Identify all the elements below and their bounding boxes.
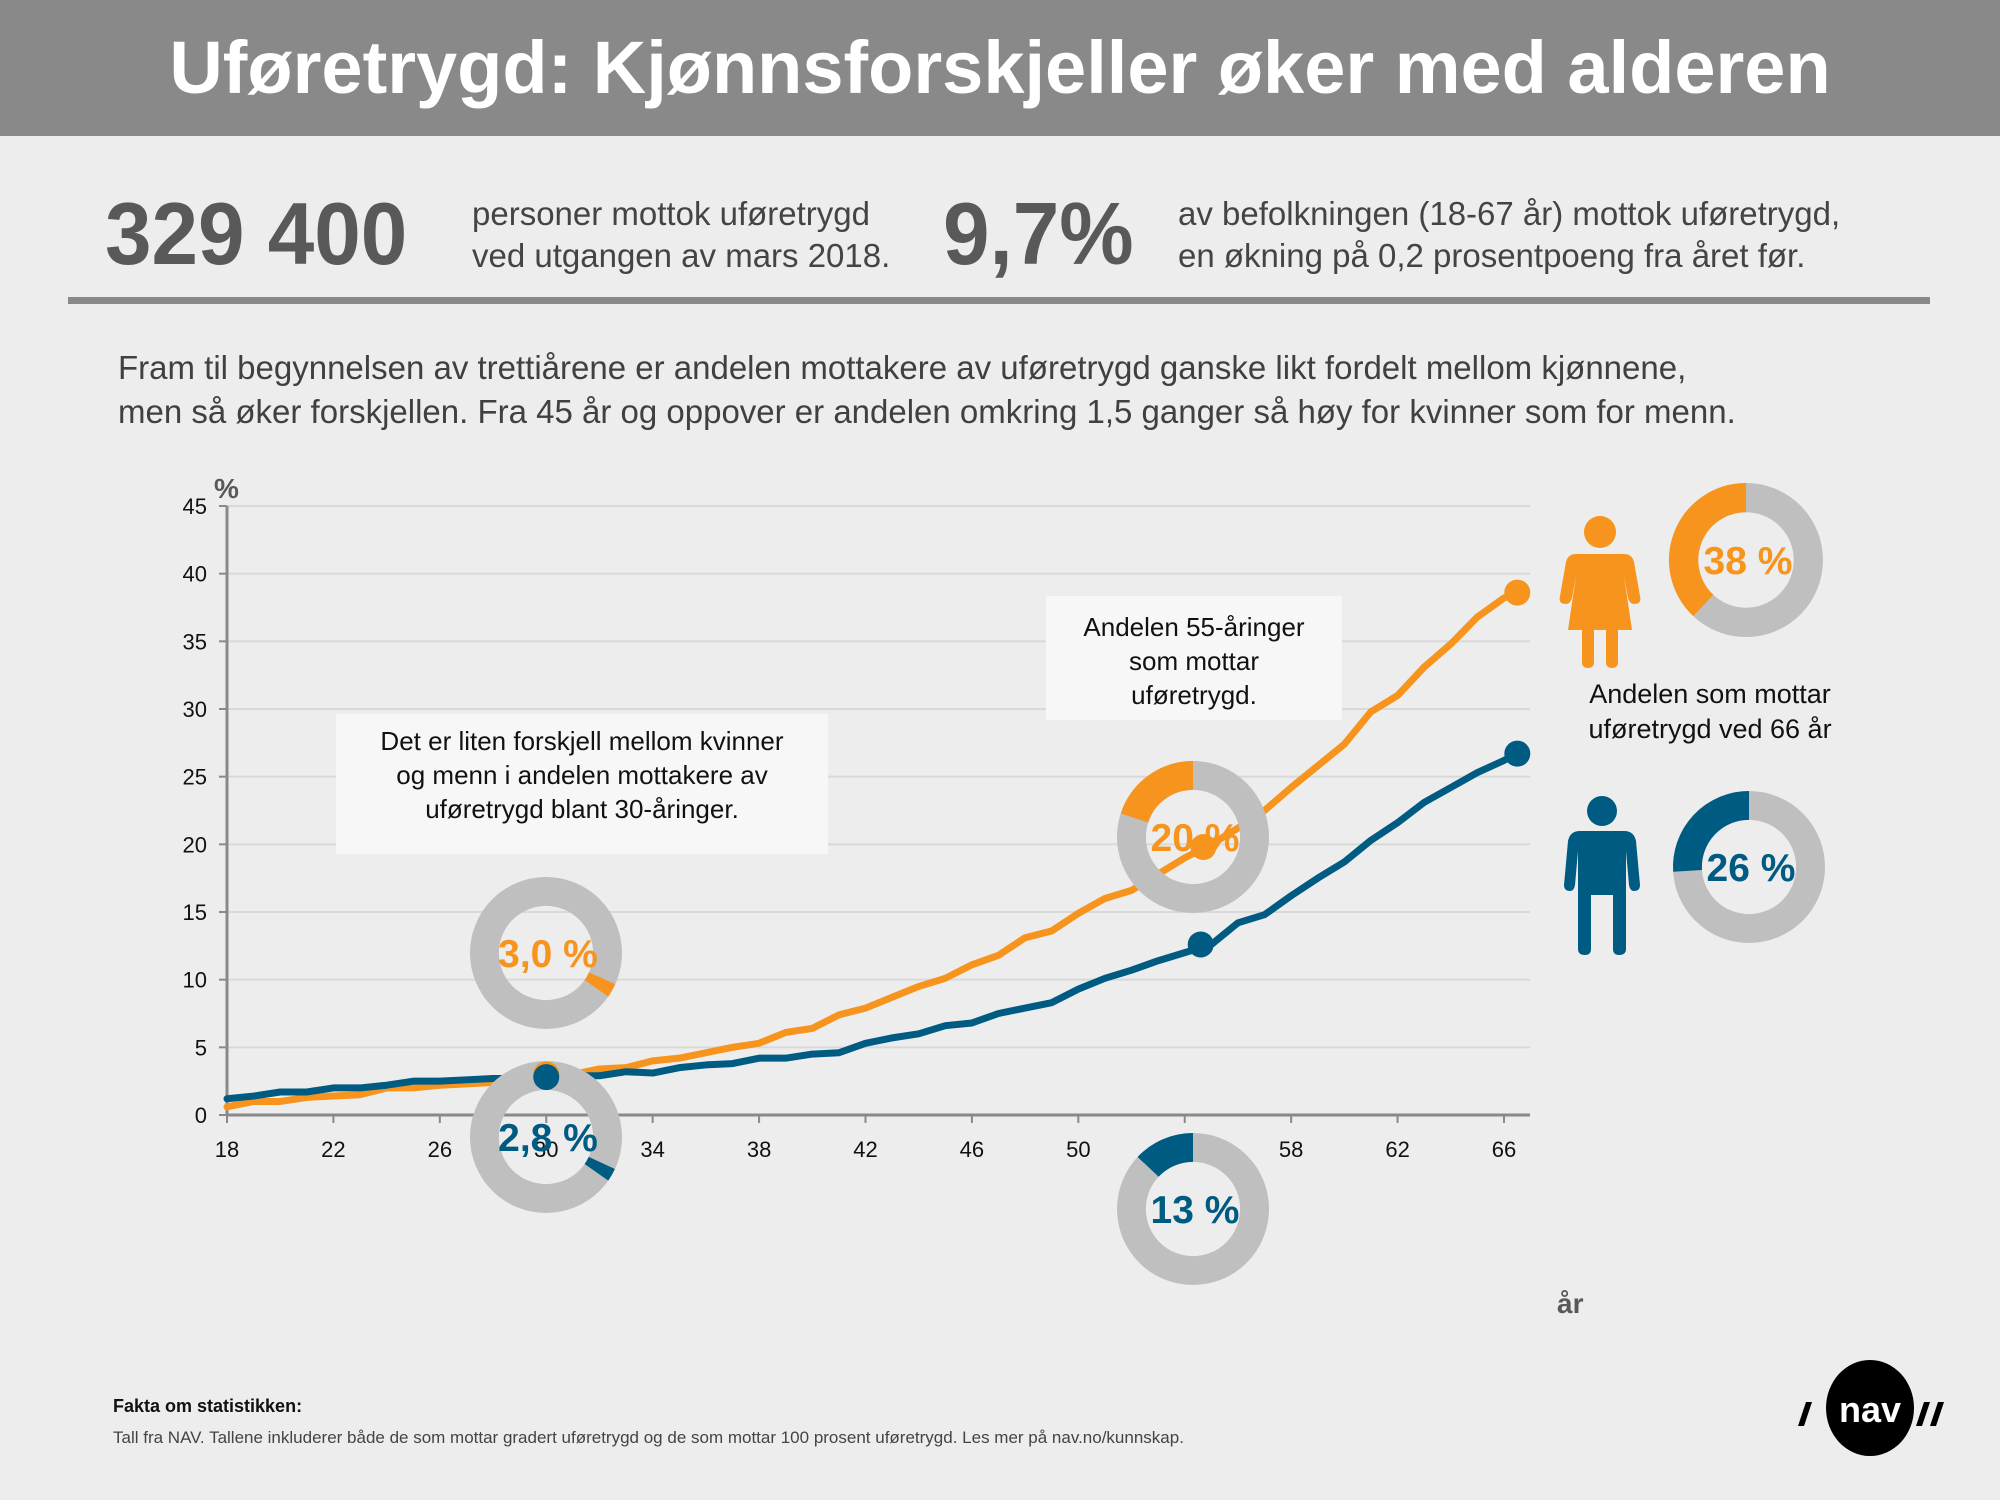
- intro-paragraph: Fram til begynnelsen av trettiårene er a…: [118, 346, 1918, 434]
- y-tick-label: 40: [183, 562, 207, 587]
- stat-recipients-value: 329 400: [105, 184, 408, 283]
- annotation-age55-line2: som mottar: [1128, 646, 1260, 676]
- annotation-age30-line1: Det er liten forskjell mellom kvinner: [380, 726, 784, 756]
- donut-label: 2,8 %: [498, 1117, 598, 1160]
- donut-charts: 3,0 % 2,8 % 20 % 13 % 38 % 26 %: [470, 483, 1825, 1285]
- x-tick-label: 42: [853, 1137, 877, 1162]
- x-tick-label: 46: [960, 1137, 984, 1162]
- y-tick-label: 0: [195, 1103, 207, 1128]
- y-tick-label: 20: [183, 832, 207, 857]
- donut-w55: 20 %: [1116, 761, 1269, 914]
- annotation-age66-line2: uføretrygd ved 66 år: [1588, 714, 1832, 744]
- donut-label: 38 %: [1704, 540, 1793, 583]
- donut-m55: 13 %: [1116, 1132, 1269, 1285]
- footer-title: Fakta om statistikken:: [113, 1396, 303, 1416]
- highlight-points: [533, 579, 1531, 1091]
- donut-arc: [584, 1156, 615, 1181]
- x-tick-label: 38: [747, 1137, 771, 1162]
- series-line-women: [223, 589, 1521, 1111]
- x-tick-label: 62: [1385, 1137, 1409, 1162]
- intro-line2: men så øker forskjellen. Fra 45 år og op…: [118, 393, 1736, 430]
- donut-arc: [1669, 483, 1747, 617]
- y-tick-label: 10: [183, 968, 207, 993]
- donut-arc: [1120, 761, 1194, 824]
- donut-w66: 38 %: [1669, 483, 1824, 638]
- annotation-age55: Andelen 55-åringer som mottar uføretrygd…: [1046, 596, 1342, 720]
- highlight-point: [1504, 740, 1531, 767]
- y-tick-label: 30: [183, 697, 207, 722]
- stat-share-text: av befolkningen (18-67 år) mottok uføret…: [1178, 193, 1840, 277]
- header-bar: [0, 0, 2000, 136]
- y-axis-label: %: [214, 473, 239, 504]
- stat-recipients-line2: ved utgangen av mars 2018.: [472, 237, 891, 274]
- stat-share-value: 9,7%: [943, 184, 1134, 283]
- person-icons: [1559, 516, 1641, 955]
- donut-m30: 2,8 %: [470, 1060, 623, 1213]
- man-icon: [1564, 796, 1640, 955]
- highlight-point: [533, 1064, 560, 1091]
- stat-share-line1: av befolkningen (18-67 år) mottok uføret…: [1178, 195, 1841, 232]
- y-tick-label: 15: [183, 900, 207, 925]
- annotation-age55-line3: uføretrygd.: [1131, 680, 1257, 710]
- y-tick-label: 45: [183, 494, 207, 519]
- donut-track: [470, 877, 623, 1030]
- intro-line1: Fram til begynnelsen av trettiårene er a…: [118, 349, 1687, 386]
- x-tick-label: 66: [1492, 1137, 1516, 1162]
- y-tick-label: 35: [183, 629, 207, 654]
- woman-icon: [1559, 516, 1641, 668]
- highlight-point: [1504, 579, 1531, 606]
- annotation-age30-line2: og menn i andelen mottakere av: [396, 760, 768, 790]
- series-line-men: [223, 750, 1521, 1103]
- donut-w30: 3,0 %: [470, 877, 623, 1030]
- highlight-point: [1190, 834, 1217, 861]
- donut-arc: [584, 972, 616, 997]
- donut-label: 26 %: [1707, 847, 1796, 890]
- donut-label: 3,0 %: [498, 933, 598, 976]
- x-axis-label: år: [1557, 1288, 1584, 1319]
- nav-logo: nav: [1798, 1360, 1944, 1456]
- highlight-point: [1187, 931, 1214, 958]
- divider: [68, 297, 1930, 304]
- x-tick-label: 22: [321, 1137, 345, 1162]
- donut-arc: [1673, 791, 1750, 872]
- annotation-age66-line1: Andelen som mottar: [1589, 679, 1831, 709]
- annotation-age30: Det er liten forskjell mellom kvinner og…: [336, 714, 828, 854]
- x-tick-label: 34: [640, 1137, 664, 1162]
- axes: [219, 505, 1530, 1123]
- donut-arc: [1137, 1133, 1194, 1178]
- annotation-age30-line3: uføretrygd blant 30-åringer.: [425, 794, 739, 824]
- x-tick-label: 58: [1279, 1137, 1303, 1162]
- footer-body: Tall fra NAV. Tallene inkluderer både de…: [113, 1428, 1184, 1447]
- x-tick-label: 26: [428, 1137, 452, 1162]
- y-tick-label: 25: [183, 765, 207, 790]
- y-tick-label: 5: [195, 1035, 207, 1060]
- x-tick-label: 50: [1066, 1137, 1090, 1162]
- stat-recipients-text: personer mottok uføretrygd ved utgangen …: [472, 193, 890, 277]
- stat-share-line2: en økning på 0,2 prosentpoeng fra året f…: [1178, 237, 1806, 274]
- x-tick-label: 30: [534, 1137, 558, 1162]
- nav-logo-text: nav: [1839, 1389, 1901, 1430]
- annotation-age55-line1: Andelen 55-åringer: [1083, 612, 1305, 642]
- stat-recipients-line1: personer mottok uføretrygd: [472, 195, 870, 232]
- donut-label: 13 %: [1151, 1189, 1240, 1232]
- x-tick-label: 18: [215, 1137, 239, 1162]
- page-title: Uføretrygd: Kjønnsforskjeller øker med a…: [169, 26, 1831, 109]
- series-lines: [223, 589, 1521, 1111]
- annotation-age66: Andelen som mottar uføretrygd ved 66 år: [1560, 677, 1860, 747]
- donut-m66: 26 %: [1672, 791, 1825, 944]
